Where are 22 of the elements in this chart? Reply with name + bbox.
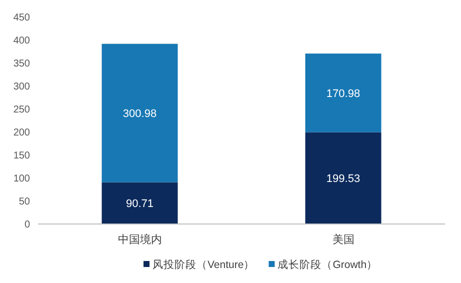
y-tick-label: 200 [13, 128, 30, 138]
x-tick-label: 美国 [332, 233, 354, 246]
bar [102, 44, 178, 182]
legend-label: 成长阶段（Growth） [278, 258, 378, 271]
y-tick-label: 450 [13, 12, 30, 24]
data-label: 300.98 [122, 108, 157, 120]
y-tick-label: 400 [13, 36, 30, 46]
data-label: 90.71 [126, 198, 154, 210]
y-tick-label: 50 [18, 196, 30, 208]
bar [305, 132, 382, 224]
bar [305, 54, 382, 132]
y-tick-label: 350 [13, 58, 30, 70]
y-tick-label: 250 [13, 104, 30, 116]
y-tick-label: 100 [13, 174, 30, 184]
y-tick-label: 150 [13, 150, 30, 162]
y-tick-label: 0 [24, 220, 30, 230]
bar [102, 182, 178, 224]
x-tick-label: 中国境内 [118, 233, 162, 246]
legend-label: 风投阶段（Venture） [152, 259, 255, 271]
y-tick-label: 300 [13, 82, 30, 92]
data-label: 199.53 [326, 173, 360, 186]
data-label: 170.98 [326, 88, 360, 100]
